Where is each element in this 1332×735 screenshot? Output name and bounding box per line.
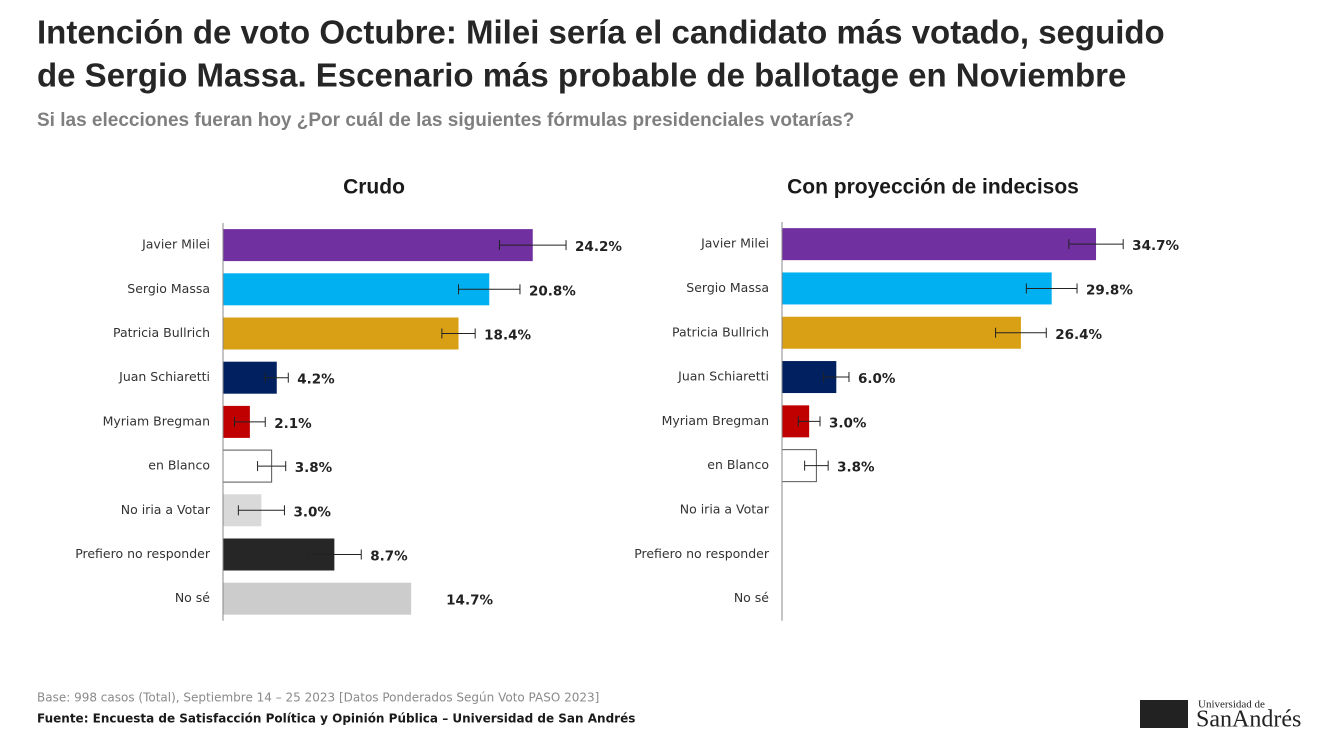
bar <box>223 273 490 306</box>
bar <box>782 228 1097 261</box>
value-label: 6.0% <box>858 371 896 387</box>
value-label: 18.4% <box>484 328 531 344</box>
category-label: en Blanco <box>707 457 769 472</box>
category-label: Myriam Bregman <box>103 413 210 428</box>
value-label: 3.8% <box>295 460 333 476</box>
logo-emblem <box>1140 700 1188 728</box>
category-label: en Blanco <box>148 458 210 473</box>
category-label: Prefiero no responder <box>75 546 211 561</box>
chart-title: Crudo <box>343 176 405 199</box>
category-label: Patricia Bullrich <box>672 324 769 339</box>
category-label: Javier Milei <box>141 237 210 252</box>
value-label: 29.8% <box>1086 282 1133 298</box>
category-label: Juan Schiaretti <box>677 369 769 384</box>
category-label: Patricia Bullrich <box>113 325 210 340</box>
subtitle: Si las elecciones fueran hoy ¿Por cuál d… <box>37 110 854 131</box>
category-label: No iria a Votar <box>121 502 211 517</box>
value-label: 14.7% <box>446 593 493 609</box>
chart-title: Con proyección de indecisos <box>787 176 1079 199</box>
bar <box>223 582 412 615</box>
category-label: Sergio Massa <box>686 280 769 295</box>
category-label: No sé <box>734 590 769 605</box>
category-label: Myriam Bregman <box>662 413 769 428</box>
bar <box>223 317 459 350</box>
footer-source: Fuente: Encuesta de Satisfacción Polític… <box>37 712 635 726</box>
logo-text: SanAndrés <box>1196 707 1301 733</box>
bar <box>782 272 1052 305</box>
bar <box>782 316 1021 349</box>
category-label: Javier Milei <box>700 236 769 251</box>
value-label: 3.0% <box>829 415 867 431</box>
value-label: 34.7% <box>1132 238 1179 254</box>
value-label: 24.2% <box>575 239 622 255</box>
category-label: Sergio Massa <box>127 281 210 296</box>
value-label: 4.2% <box>297 372 335 388</box>
category-label: No sé <box>175 590 210 605</box>
footer-base: Base: 998 casos (Total), Septiembre 14 –… <box>37 691 599 705</box>
category-label: Prefiero no responder <box>634 546 770 561</box>
category-label: No iria a Votar <box>680 501 770 516</box>
value-label: 3.0% <box>293 504 331 520</box>
slide-title: Intención de voto Octubre: Milei sería e… <box>37 14 1165 51</box>
value-label: 26.4% <box>1055 327 1102 343</box>
value-label: 8.7% <box>370 549 408 565</box>
value-label: 20.8% <box>529 283 576 299</box>
bar <box>223 229 533 262</box>
logo-text: Universidad de <box>1198 699 1265 711</box>
value-label: 3.8% <box>837 460 875 476</box>
logo: Universidad de SanAndrés <box>1140 699 1301 733</box>
slide-title: de Sergio Massa. Escenario más probable … <box>37 57 1126 94</box>
value-label: 2.1% <box>274 416 312 432</box>
category-label: Juan Schiaretti <box>118 369 210 384</box>
